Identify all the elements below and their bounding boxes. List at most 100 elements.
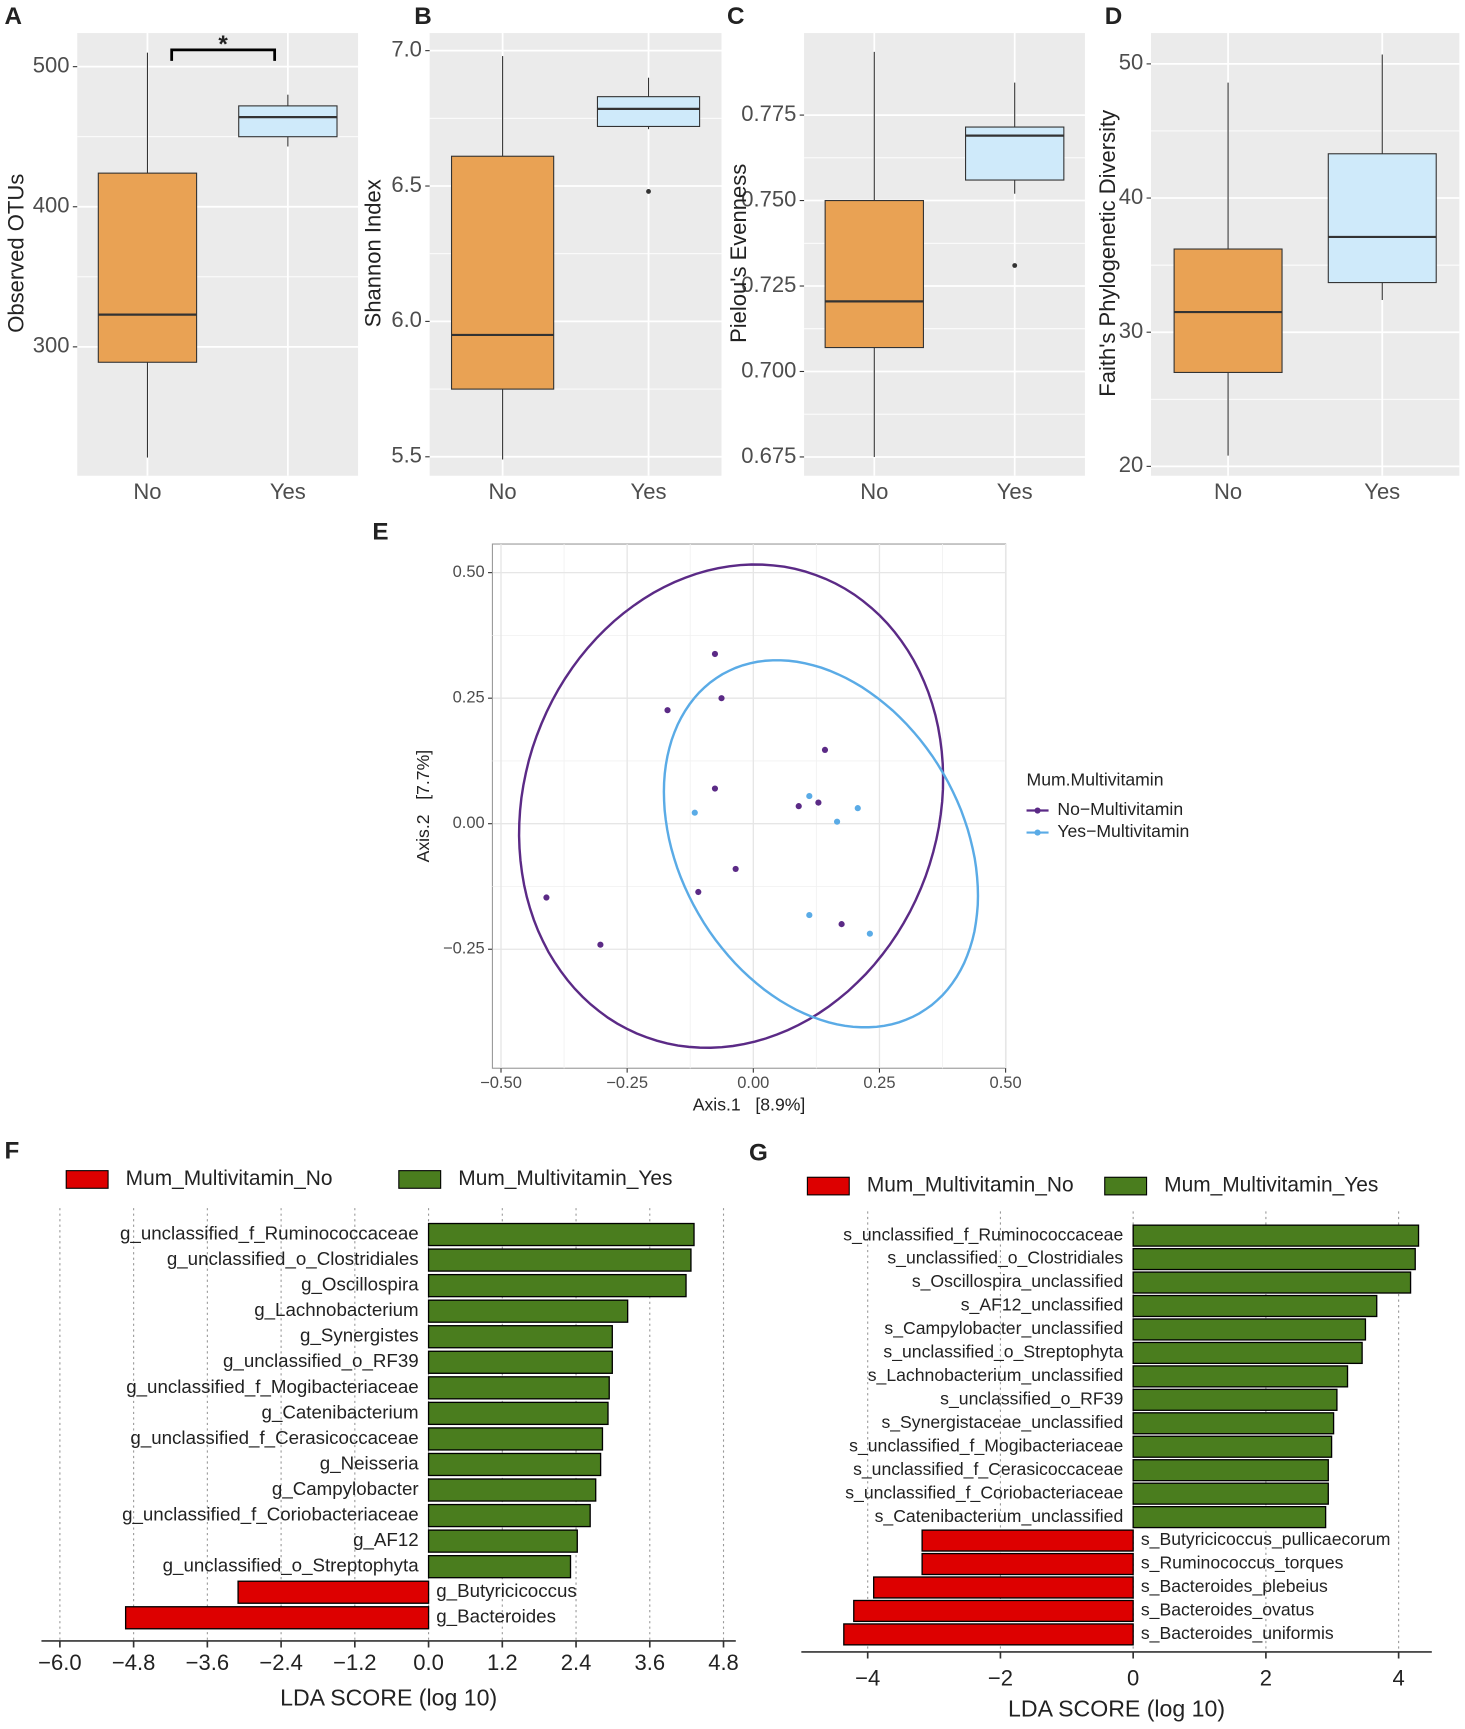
legend-key-dot xyxy=(1034,807,1041,814)
y-tick-label: 20 xyxy=(1119,452,1144,477)
legend-title: Mum.Multivitamin xyxy=(1027,769,1164,789)
bar xyxy=(427,1299,629,1323)
x-tick-label: 1.2 xyxy=(487,1650,518,1675)
category-label: s_unclassified_f_Mogibacteriaceae xyxy=(849,1435,1123,1456)
category-label: s_AF12_unclassified xyxy=(961,1295,1123,1316)
panel-letter: D xyxy=(1105,3,1123,30)
bar xyxy=(427,1325,613,1349)
legend-key-dot xyxy=(1034,829,1041,836)
x-tick-label: Yes xyxy=(1364,479,1400,504)
category-label: s_Bacteroides_uniformis xyxy=(1141,1623,1334,1644)
point xyxy=(543,894,550,901)
x-tick-label: Yes xyxy=(270,479,306,504)
category-label: g_AF12 xyxy=(353,1529,419,1551)
x-tick-label: 4.8 xyxy=(708,1650,739,1675)
x-tick-label: −4 xyxy=(855,1665,880,1690)
x-tick-label: No xyxy=(1214,479,1242,504)
x-tick-label: 0.50 xyxy=(990,1074,1022,1092)
bar xyxy=(1132,1435,1333,1458)
category-label: s_Catenibacterium_unclassified xyxy=(875,1506,1124,1527)
x-tick-label: −3.6 xyxy=(186,1650,229,1675)
bar xyxy=(427,1376,610,1400)
category-label: g_Butyricicoccus xyxy=(436,1580,576,1602)
bar xyxy=(1132,1247,1416,1271)
y-tick-label: 0.675 xyxy=(741,443,796,468)
x-tick-label: 0.25 xyxy=(863,1074,895,1092)
legend-key xyxy=(65,1170,109,1189)
x-tick-label: No xyxy=(489,479,517,504)
bar xyxy=(427,1401,609,1426)
y-tick-label: 7.0 xyxy=(391,36,422,61)
x-tick-label: −0.25 xyxy=(606,1074,648,1092)
x-tick-label: 4 xyxy=(1393,1665,1405,1690)
bar xyxy=(427,1452,602,1477)
point xyxy=(838,921,845,928)
category-label: s_unclassified_o_Clostridiales xyxy=(887,1248,1123,1269)
category-label: g_unclassified_o_Streptophyta xyxy=(163,1555,420,1577)
bar xyxy=(873,1576,1134,1599)
y-tick-label: 0.700 xyxy=(741,357,796,382)
bar xyxy=(427,1222,695,1247)
category-label: g_Synergistes xyxy=(300,1325,419,1347)
point xyxy=(866,930,873,937)
legend-key xyxy=(806,1176,850,1196)
x-tick-label: 3.6 xyxy=(634,1650,665,1675)
category-label: s_Bacteroides_ovatus xyxy=(1141,1600,1314,1621)
bar xyxy=(1132,1271,1412,1294)
box xyxy=(450,155,555,390)
point xyxy=(815,799,822,806)
legend-label: Mum_Multivitamin_Yes xyxy=(1164,1174,1378,1197)
bar xyxy=(1132,1224,1420,1247)
bar xyxy=(843,1623,1134,1646)
y-tick-label: 0.25 xyxy=(453,689,485,707)
category-label: g_Neisseria xyxy=(320,1452,419,1474)
box xyxy=(596,96,701,128)
point xyxy=(806,912,813,919)
point xyxy=(695,888,702,896)
significance-label: * xyxy=(218,31,228,58)
legend-key xyxy=(398,1170,442,1189)
point xyxy=(854,805,861,812)
category-label: s_Bacteroides_plebeius xyxy=(1141,1576,1328,1597)
y-tick-label: 6.5 xyxy=(391,172,422,197)
confidence-ellipse xyxy=(662,659,980,1029)
legend-key xyxy=(1104,1176,1148,1196)
bar xyxy=(853,1599,1134,1623)
category-label: s_Butyricicoccus_pullicaecorum xyxy=(1141,1529,1391,1550)
x-axis-title: LDA SCORE (log 10) xyxy=(280,1684,497,1710)
y-tick-label: 40 xyxy=(1119,184,1144,209)
point xyxy=(691,809,698,816)
category-label: g_unclassified_f_Coriobacteriaceae xyxy=(122,1504,419,1526)
point xyxy=(664,707,671,714)
x-axis-title: Axis.1 [8.9%] xyxy=(693,1094,806,1114)
panel-letter: C xyxy=(727,3,745,30)
bar xyxy=(921,1552,1134,1576)
panel-letter: G xyxy=(749,1140,768,1167)
category-label: s_unclassified_o_Streptophyta xyxy=(883,1342,1123,1363)
point xyxy=(833,818,841,825)
y-tick-label: −0.25 xyxy=(443,940,485,958)
category-label: g_unclassified_f_Ruminococcaceae xyxy=(120,1222,419,1244)
point xyxy=(711,650,719,658)
legend-label: No−Multivitamin xyxy=(1057,799,1183,819)
x-tick-label: 0.00 xyxy=(737,1074,769,1092)
x-tick-label: Yes xyxy=(997,479,1033,504)
point xyxy=(718,695,725,702)
x-tick-label: −0.50 xyxy=(480,1074,522,1092)
box xyxy=(1173,248,1283,374)
category-label: s_unclassified_o_RF39 xyxy=(940,1388,1123,1409)
confidence-ellipse xyxy=(517,563,945,1049)
x-tick-label: Yes xyxy=(631,479,667,504)
category-label: g_Bacteroides xyxy=(436,1606,556,1628)
category-label: s_Lachnobacterium_unclassified xyxy=(868,1365,1123,1386)
x-tick-label: No xyxy=(133,479,161,504)
y-tick-label: 6.0 xyxy=(391,307,422,332)
significance-bracket xyxy=(170,48,277,61)
y-axis-title: Shannon Index xyxy=(360,179,385,327)
legend-label: Yes−Multivitamin xyxy=(1057,821,1189,841)
bar xyxy=(1132,1294,1378,1318)
bar xyxy=(1132,1482,1329,1505)
point xyxy=(795,803,802,810)
y-tick-label: 0.775 xyxy=(741,101,796,126)
